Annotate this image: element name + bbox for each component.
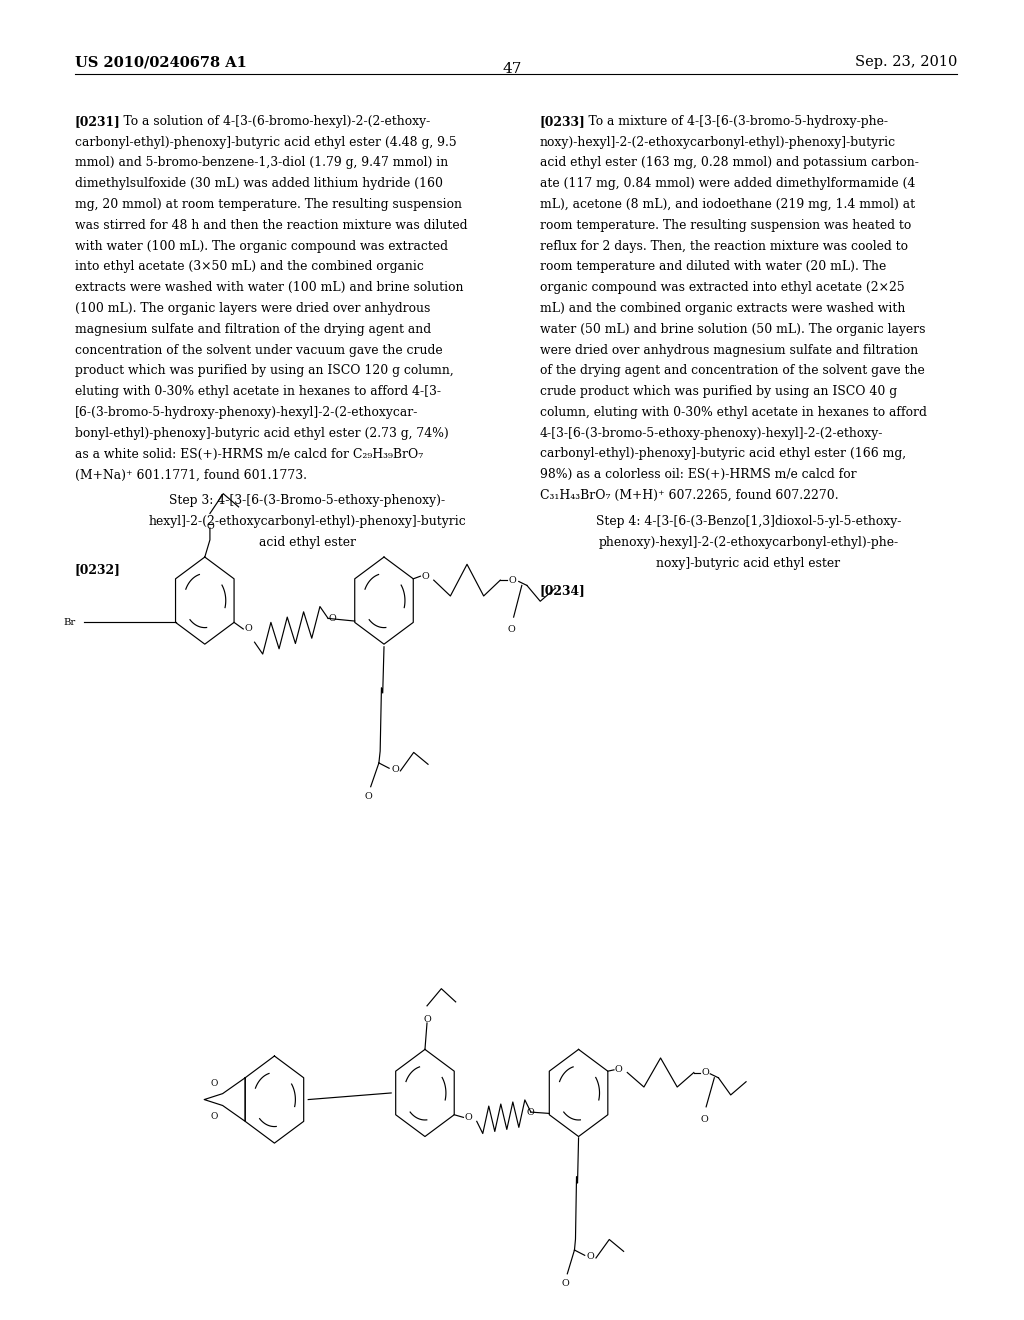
Text: To a solution of 4-[3-(6-bromo-hexyl)-2-(2-ethoxy-: To a solution of 4-[3-(6-bromo-hexyl)-2-… (109, 115, 430, 128)
Text: noxy)-hexyl]-2-(2-ethoxycarbonyl-ethyl)-phenoxy]-butyric: noxy)-hexyl]-2-(2-ethoxycarbonyl-ethyl)-… (540, 136, 896, 149)
Text: US 2010/0240678 A1: US 2010/0240678 A1 (75, 55, 247, 70)
Text: O: O (210, 1111, 217, 1121)
Text: 98%) as a colorless oil: ES(+)-HRMS m/e calcd for: 98%) as a colorless oil: ES(+)-HRMS m/e … (540, 469, 856, 482)
Text: mg, 20 mmol) at room temperature. The resulting suspension: mg, 20 mmol) at room temperature. The re… (75, 198, 462, 211)
Text: product which was purified by using an ISCO 120 g column,: product which was purified by using an I… (75, 364, 454, 378)
Text: O: O (465, 1113, 472, 1122)
Text: concentration of the solvent under vacuum gave the crude: concentration of the solvent under vacuu… (75, 343, 442, 356)
Text: O: O (508, 626, 515, 634)
Text: organic compound was extracted into ethyl acetate (2×25: organic compound was extracted into ethy… (540, 281, 904, 294)
Text: were dried over anhydrous magnesium sulfate and filtration: were dried over anhydrous magnesium sulf… (540, 343, 918, 356)
Text: O: O (391, 766, 399, 774)
Text: O: O (701, 1068, 709, 1077)
Text: mL) and the combined organic extracts were washed with: mL) and the combined organic extracts we… (540, 302, 905, 315)
Text: O: O (365, 792, 373, 801)
Text: (M+Na)⁺ 601.1771, found 601.1773.: (M+Na)⁺ 601.1771, found 601.1773. (75, 469, 307, 482)
Text: column, eluting with 0-30% ethyl acetate in hexanes to afford: column, eluting with 0-30% ethyl acetate… (540, 407, 927, 418)
Text: room temperature and diluted with water (20 mL). The: room temperature and diluted with water … (540, 260, 886, 273)
Text: acid ethyl ester (163 mg, 0.28 mmol) and potassium carbon-: acid ethyl ester (163 mg, 0.28 mmol) and… (540, 157, 919, 169)
Text: carbonyl-ethyl)-phenoxy]-butyric acid ethyl ester (4.48 g, 9.5: carbonyl-ethyl)-phenoxy]-butyric acid et… (75, 136, 457, 149)
Text: bonyl-ethyl)-phenoxy]-butyric acid ethyl ester (2.73 g, 74%): bonyl-ethyl)-phenoxy]-butyric acid ethyl… (75, 426, 449, 440)
Text: eluting with 0-30% ethyl acetate in hexanes to afford 4-[3-: eluting with 0-30% ethyl acetate in hexa… (75, 385, 440, 399)
Text: To a mixture of 4-[3-[6-(3-bromo-5-hydroxy-phe-: To a mixture of 4-[3-[6-(3-bromo-5-hydro… (573, 115, 888, 128)
Text: Sep. 23, 2010: Sep. 23, 2010 (855, 55, 957, 70)
Text: magnesium sulfate and filtration of the drying agent and: magnesium sulfate and filtration of the … (75, 323, 431, 335)
Text: into ethyl acetate (3×50 mL) and the combined organic: into ethyl acetate (3×50 mL) and the com… (75, 260, 424, 273)
Text: dimethylsulfoxide (30 mL) was added lithium hydride (160: dimethylsulfoxide (30 mL) was added lith… (75, 177, 442, 190)
Text: carbonyl-ethyl)-phenoxy]-butyric acid ethyl ester (166 mg,: carbonyl-ethyl)-phenoxy]-butyric acid et… (540, 447, 906, 461)
Text: water (50 mL) and brine solution (50 mL). The organic layers: water (50 mL) and brine solution (50 mL)… (540, 323, 925, 335)
Text: (100 mL). The organic layers were dried over anhydrous: (100 mL). The organic layers were dried … (75, 302, 430, 315)
Text: acid ethyl ester: acid ethyl ester (259, 536, 355, 549)
Text: reflux for 2 days. Then, the reaction mixture was cooled to: reflux for 2 days. Then, the reaction mi… (540, 240, 907, 252)
Text: ate (117 mg, 0.84 mmol) were added dimethylformamide (4: ate (117 mg, 0.84 mmol) were added dimet… (540, 177, 915, 190)
Text: O: O (561, 1279, 569, 1288)
Text: mmol) and 5-bromo-benzene-1,3-diol (1.79 g, 9.47 mmol) in: mmol) and 5-bromo-benzene-1,3-diol (1.79… (75, 157, 449, 169)
Text: [0232]: [0232] (75, 564, 121, 577)
Text: [0233]: [0233] (540, 115, 586, 128)
Text: [0231]: [0231] (75, 115, 121, 128)
Text: O: O (587, 1253, 595, 1261)
Text: O: O (700, 1114, 708, 1123)
Text: O: O (526, 1107, 534, 1117)
Text: O: O (329, 614, 336, 623)
Text: room temperature. The resulting suspension was heated to: room temperature. The resulting suspensi… (540, 219, 911, 232)
Text: crude product which was purified by using an ISCO 40 g: crude product which was purified by usin… (540, 385, 897, 399)
Text: hexyl]-2-(2-ethoxycarbonyl-ethyl)-phenoxy]-butyric: hexyl]-2-(2-ethoxycarbonyl-ethyl)-phenox… (148, 515, 466, 528)
Text: Step 4: 4-[3-[6-(3-Benzo[1,3]dioxol-5-yl-5-ethoxy-: Step 4: 4-[3-[6-(3-Benzo[1,3]dioxol-5-yl… (596, 515, 901, 528)
Text: O: O (423, 1015, 431, 1023)
Text: as a white solid: ES(+)-HRMS m/e calcd for C₂₉H₃₉BrO₇: as a white solid: ES(+)-HRMS m/e calcd f… (75, 447, 423, 461)
Text: phenoxy)-hexyl]-2-(2-ethoxycarbonyl-ethyl)-phe-: phenoxy)-hexyl]-2-(2-ethoxycarbonyl-ethy… (598, 536, 899, 549)
Text: O: O (422, 572, 429, 581)
Text: mL), acetone (8 mL), and iodoethane (219 mg, 1.4 mmol) at: mL), acetone (8 mL), and iodoethane (219… (540, 198, 914, 211)
Text: [6-(3-bromo-5-hydroxy-phenoxy)-hexyl]-2-(2-ethoxycar-: [6-(3-bromo-5-hydroxy-phenoxy)-hexyl]-2-… (75, 407, 418, 418)
Text: noxy]-butyric acid ethyl ester: noxy]-butyric acid ethyl ester (656, 557, 841, 570)
Text: O: O (615, 1065, 623, 1074)
Text: 47: 47 (503, 62, 521, 77)
Text: O: O (509, 576, 516, 585)
Text: Br: Br (63, 618, 76, 627)
Text: was stirred for 48 h and then the reaction mixture was diluted: was stirred for 48 h and then the reacti… (75, 219, 467, 232)
Text: O: O (206, 523, 214, 531)
Text: [0234]: [0234] (540, 585, 586, 597)
Text: C₃₁H₄₃BrO₇ (M+H)⁺ 607.2265, found 607.2270.: C₃₁H₄₃BrO₇ (M+H)⁺ 607.2265, found 607.22… (540, 490, 839, 502)
Text: extracts were washed with water (100 mL) and brine solution: extracts were washed with water (100 mL)… (75, 281, 463, 294)
Text: of the drying agent and concentration of the solvent gave the: of the drying agent and concentration of… (540, 364, 925, 378)
Text: O: O (210, 1078, 217, 1088)
Text: Step 3: 4-[3-[6-(3-Bromo-5-ethoxy-phenoxy)-: Step 3: 4-[3-[6-(3-Bromo-5-ethoxy-phenox… (169, 495, 445, 507)
Text: 4-[3-[6-(3-bromo-5-ethoxy-phenoxy)-hexyl]-2-(2-ethoxy-: 4-[3-[6-(3-bromo-5-ethoxy-phenoxy)-hexyl… (540, 426, 883, 440)
Text: with water (100 mL). The organic compound was extracted: with water (100 mL). The organic compoun… (75, 240, 447, 252)
Text: O: O (245, 624, 252, 634)
